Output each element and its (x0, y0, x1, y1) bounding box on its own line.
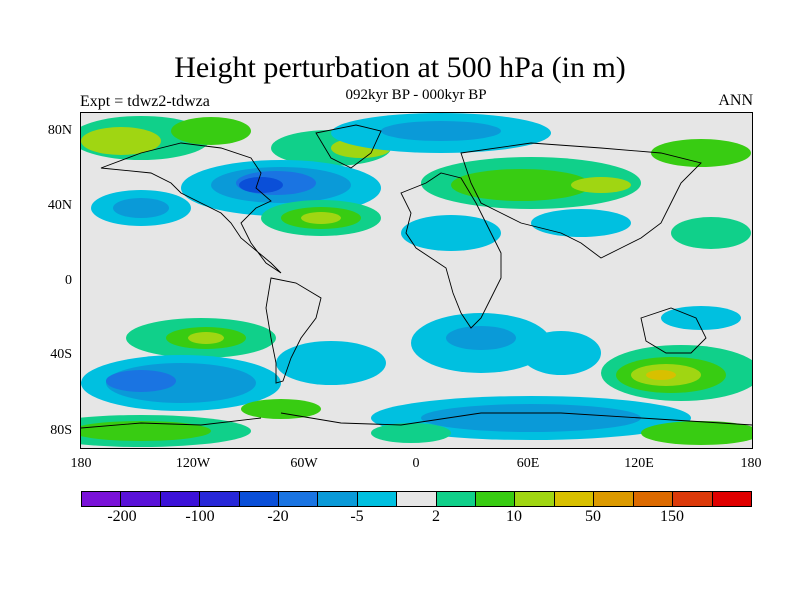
colorbar-swatch (633, 492, 674, 506)
plot-title: Height perturbation at 500 hPa (in m) (174, 51, 626, 84)
lat-label-80s: 80S (50, 423, 72, 438)
colorbar-swatch (712, 492, 751, 506)
colorbar-swatch (357, 492, 398, 506)
colorbar-swatch (673, 492, 713, 506)
contour-map (81, 113, 752, 448)
contour-fills (81, 113, 752, 447)
colorbar-label: -100 (185, 508, 215, 525)
colorbar-swatch (82, 492, 122, 506)
colorbar-swatch (515, 492, 555, 506)
colorbar-label: -20 (267, 508, 289, 525)
plot-subtitle: 092kyr BP - 000kyr BP (345, 87, 487, 103)
colorbar-label: 50 (585, 508, 601, 525)
lat-label-40n: 40N (47, 198, 72, 213)
season-label: ANN (718, 92, 753, 109)
lon-label-60w: 60W (290, 456, 318, 471)
colorbar-label: -5 (350, 508, 364, 525)
experiment-label: Expt = tdwz2-tdwza (80, 93, 210, 110)
lat-label-40s: 40S (50, 347, 72, 362)
colorbar-swatch (397, 492, 437, 506)
colorbar-swatch (554, 492, 595, 506)
lon-label-180w: 180 (70, 456, 92, 471)
coastlines (81, 124, 752, 429)
colorbar-swatch (121, 492, 161, 506)
colorbar-label: 10 (506, 508, 522, 525)
colorbar-label: 2 (432, 508, 440, 525)
lat-label-80n: 80N (47, 123, 72, 138)
lat-label-0: 0 (65, 273, 72, 288)
lon-label-0: 0 (412, 456, 420, 471)
colorbar-swatch (200, 492, 240, 506)
lon-label-60e: 60E (516, 456, 540, 471)
colorbar-swatch (239, 492, 280, 506)
colorbar-swatch (436, 492, 477, 506)
colorbar-swatch (594, 492, 634, 506)
colorbar-swatch (318, 492, 358, 506)
colorbar-swatch (160, 492, 201, 506)
colorbar-label: 150 (660, 508, 684, 525)
colorbar-label: -200 (107, 508, 137, 525)
colorbar (81, 491, 752, 507)
colorbar-swatch (476, 492, 516, 506)
lon-label-180e: 180 (740, 456, 762, 471)
lon-label-120e: 120E (624, 456, 654, 471)
colorbar-swatch (279, 492, 319, 506)
lon-label-120w: 120W (175, 456, 211, 471)
